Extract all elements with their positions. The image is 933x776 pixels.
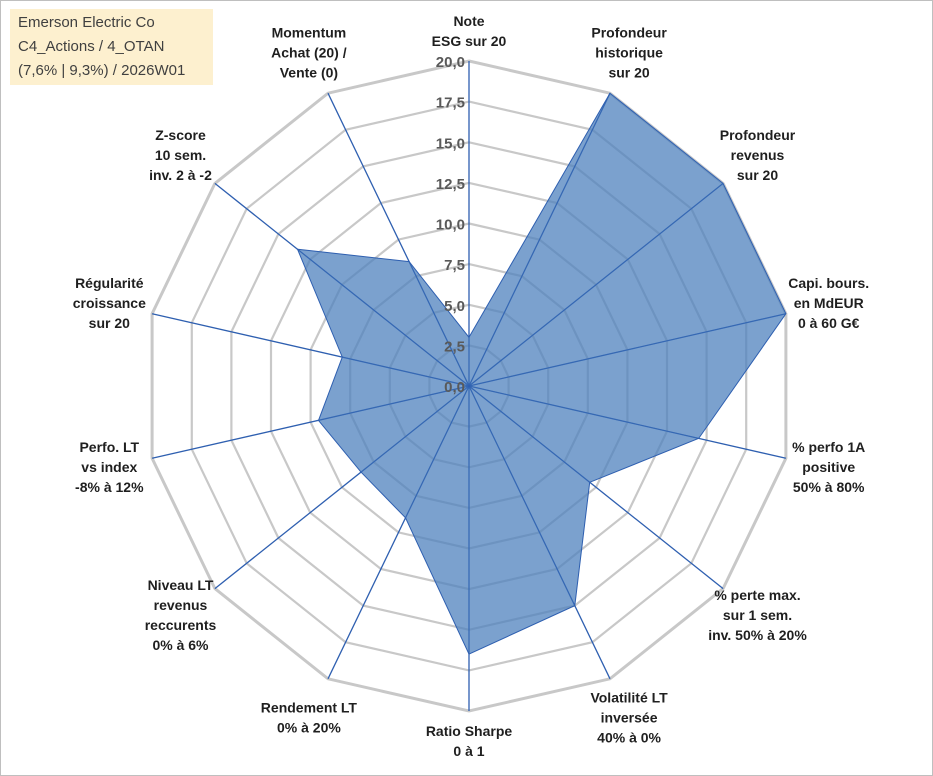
tick-label: 5,0	[444, 298, 465, 315]
axis-label: Profondeur revenus sur 20	[720, 127, 796, 183]
axis-label: Momentum Achat (20) / Vente (0)	[271, 25, 347, 81]
axis-label-line: 50% à 80%	[793, 479, 865, 495]
data-point	[468, 336, 471, 339]
axis-label-line: 0% à 20%	[277, 720, 341, 736]
data-point	[697, 437, 700, 440]
axis-label-line: % perte max.	[714, 587, 800, 603]
info-box: Emerson Electric Co C4_Actions / 4_OTAN …	[10, 9, 213, 85]
axis-label-line: 10 sem.	[155, 147, 206, 163]
axis-label-line: 0 à 60 G€	[798, 315, 860, 331]
axis-label-line: Perfo. LT	[79, 439, 139, 455]
data-point	[404, 516, 407, 519]
axis-label: Volatilité LT inversée 40% à 0%	[590, 690, 668, 746]
axis-label-line: Profondeur	[720, 127, 796, 143]
company-name: Emerson Electric Co	[18, 14, 155, 31]
axis-label-line: historique	[595, 45, 663, 61]
axis-label-line: revenus	[731, 147, 785, 163]
data-point	[784, 312, 787, 315]
axis-label-line: vs index	[81, 459, 137, 475]
axis-label: Note ESG sur 20	[432, 13, 507, 49]
data-point	[360, 471, 363, 474]
axis-label-line: sur 1 sem.	[723, 607, 792, 623]
axis-label: % perfo 1A positive 50% à 80%	[792, 439, 865, 495]
axis-label: Régularité croissance sur 20	[73, 275, 146, 331]
data-point	[722, 182, 725, 185]
axis-label-line: Z-score	[155, 127, 206, 143]
data-point	[341, 356, 344, 359]
data-point	[408, 260, 411, 263]
axis-label-line: Capi. bours.	[788, 275, 869, 291]
axis-label: Capi. bours. en MdEUR 0 à 60 G€	[788, 275, 869, 331]
series-spoke	[468, 385, 591, 483]
axis-label-line: sur 20	[737, 167, 778, 183]
tick-label: 12,5	[436, 176, 465, 193]
axis-label-line: Achat (20) /	[271, 45, 347, 61]
radar-series	[296, 92, 787, 656]
series-spoke	[297, 248, 470, 387]
portfolio-category: C4_Actions / 4_OTAN	[18, 38, 165, 55]
series-spoke	[342, 356, 470, 387]
axis-label: Ratio Sharpe 0 à 1	[426, 723, 513, 759]
axis-label-line: reccurents	[145, 617, 217, 633]
radial-tick-labels: 0,0 2,5 5,0 7,5 10,0 12,5 15,0 17,5 20,0	[436, 54, 465, 396]
axis-label: Niveau LT revenus reccurents 0% à 6%	[145, 577, 217, 653]
axis-label-line: 0% à 6%	[152, 637, 209, 653]
axis-label-line: inv. 2 à -2	[149, 167, 212, 183]
axis-label-line: positive	[802, 459, 855, 475]
axis-label: Perfo. LT vs index -8% à 12%	[75, 439, 144, 495]
axis-label-line: -8% à 12%	[75, 479, 144, 495]
axis-label-line: inv. 50% à 20%	[708, 627, 807, 643]
series-spoke	[468, 385, 576, 606]
axis-label-line: Ratio Sharpe	[426, 723, 513, 739]
series-spoke	[360, 385, 470, 473]
data-point	[468, 653, 471, 656]
axis-label-line: Profondeur	[591, 25, 667, 41]
tick-label: 17,5	[436, 95, 465, 112]
data-point	[317, 419, 320, 422]
series-spoke	[468, 92, 611, 387]
data-point	[573, 604, 576, 607]
axis-label-line: revenus	[154, 597, 208, 613]
axis-label-line: Momentum	[272, 25, 347, 41]
series-area	[296, 92, 787, 655]
tick-label: 0,0	[444, 379, 465, 396]
series-spoke	[468, 183, 724, 387]
axis-label-line: Vente (0)	[280, 65, 338, 81]
tick-label: 10,0	[436, 217, 465, 234]
axis-label-line: Note	[453, 13, 484, 29]
axis-label-line: ESG sur 20	[432, 33, 507, 49]
tick-label: 2,5	[444, 338, 465, 355]
axis-label-line: Régularité	[75, 275, 144, 291]
axis-label-line: Niveau LT	[148, 577, 214, 593]
axis-label-line: inversée	[601, 710, 658, 726]
performance-week: (7,6% | 9,3%) / 2026W01	[18, 62, 186, 79]
axis-label-line: sur 20	[89, 315, 130, 331]
axis-labels: Note ESG sur 20 Profondeur historique sur 20…	[73, 13, 869, 759]
axis-label-line: 0 à 1	[453, 743, 484, 759]
tick-label: 15,0	[436, 135, 465, 152]
series-spoke	[318, 385, 470, 421]
series-spoke	[468, 313, 787, 387]
axis-label: Z-score 10 sem. inv. 2 à -2	[149, 127, 212, 183]
series-spoke	[468, 385, 699, 439]
axis-label: Rendement LT 0% à 20%	[261, 700, 358, 736]
axis-label: % perte max. sur 1 sem. inv. 50% à 20%	[708, 587, 807, 643]
tick-label: 7,5	[444, 257, 465, 274]
data-point	[609, 92, 612, 95]
axis-label-line: en MdEUR	[794, 295, 864, 311]
axis-label-line: sur 20	[608, 65, 649, 81]
axis-label-line: % perfo 1A	[792, 439, 865, 455]
axis-label-line: 40% à 0%	[597, 730, 661, 746]
data-point	[296, 248, 299, 251]
data-point	[588, 481, 591, 484]
axis-label: Profondeur historique sur 20	[591, 25, 667, 81]
tick-label: 20,0	[436, 54, 465, 71]
axis-label-line: croissance	[73, 295, 146, 311]
series-spoke	[408, 261, 470, 387]
axis-label-line: Volatilité LT	[590, 690, 668, 706]
series-spoke	[405, 385, 470, 519]
axis-label-line: Rendement LT	[261, 700, 358, 716]
